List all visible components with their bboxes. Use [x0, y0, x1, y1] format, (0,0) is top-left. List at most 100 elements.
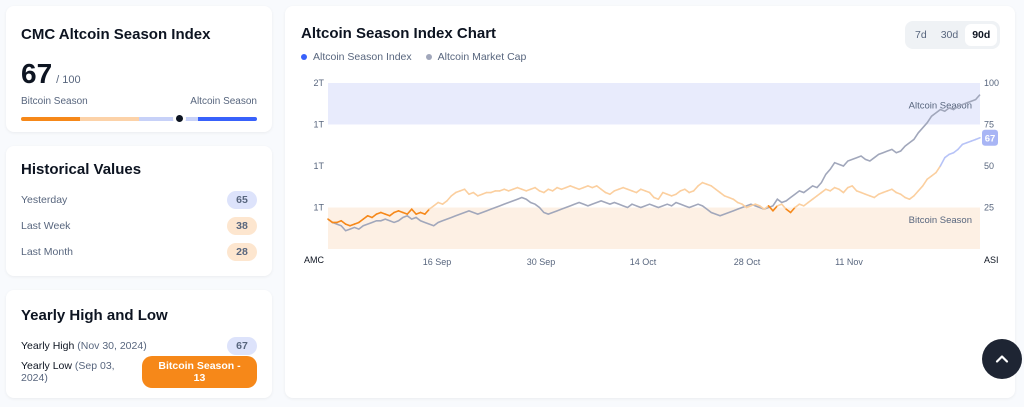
series-segment-index — [595, 185, 602, 191]
series-segment-index — [763, 205, 770, 210]
series-segment-index — [472, 191, 479, 197]
series-segment-index — [428, 205, 435, 210]
current-value-badge — [982, 129, 998, 146]
series-segment-index — [908, 195, 915, 200]
legend-label-market-cap: Altcoin Market Cap — [437, 51, 527, 63]
history-row-last-week: Last Week 38 — [21, 216, 257, 236]
bitcoin-season-label: Bitcoin Season — [21, 96, 88, 107]
series-segment-index — [534, 186, 541, 192]
scale-labels: Bitcoin Season Altcoin Season — [21, 96, 257, 107]
index-score-max: / 100 — [56, 74, 81, 86]
series-segment-index — [714, 188, 721, 194]
series-segment-index — [974, 136, 981, 141]
history-label: Yesterday — [21, 194, 68, 206]
left-axis-label: AMC — [304, 255, 325, 265]
series-segment-index — [388, 211, 395, 217]
x-axis-tick-3: 28 Oct — [734, 257, 761, 267]
series-segment-index — [917, 185, 924, 192]
series-segment-index — [873, 193, 880, 199]
series-segment-index — [926, 175, 933, 181]
series-segment-index — [551, 186, 558, 192]
series-segment-index — [446, 195, 453, 202]
right-axis-tick-0: 100 — [984, 78, 999, 88]
history-label: Last Month — [21, 246, 73, 258]
series-segment-index — [327, 218, 334, 224]
series-segment-index — [939, 156, 946, 167]
series-segment-index — [891, 188, 898, 194]
left-axis-tick-2: 1T — [313, 161, 324, 171]
yearly-low-row: Yearly Low (Sep 03, 2024) Bitcoin Season… — [21, 356, 257, 388]
chart-title: Altcoin Season Index Chart — [301, 25, 497, 42]
history-value-badge: 65 — [227, 191, 257, 209]
altcoin-season-zone — [328, 83, 980, 125]
yearly-high-low-card: Yearly High and Low Yearly High (Nov 30,… — [6, 290, 272, 398]
series-segment-index — [732, 198, 739, 204]
series-segment-index — [767, 205, 774, 212]
series-segment-index — [719, 191, 726, 197]
legend-item-index[interactable]: Altcoin Season Index — [301, 51, 412, 63]
index-chart: Altcoin Season Bitcoin Season 100 75 50 25 2T 1… — [304, 78, 999, 267]
altcoin-season-index-card: CMC Altcoin Season Index 67 / 100 Bitcoi… — [6, 6, 272, 132]
series-segment-index — [450, 191, 457, 197]
history-row-yesterday: Yesterday 65 — [21, 190, 257, 210]
season-scale-bar — [21, 117, 257, 121]
tab-7d[interactable]: 7d — [915, 29, 927, 41]
series-segment-index — [930, 171, 937, 177]
left-axis-tick-3: 1T — [313, 203, 324, 213]
altcoin-season-label: Altcoin Season — [190, 96, 257, 107]
series-line-market-cap — [327, 94, 981, 232]
yearly-high-date: (Nov 30, 2024) — [77, 340, 147, 352]
series-segment-index — [371, 213, 378, 219]
series-segment-index — [648, 191, 655, 199]
series-segment-index — [816, 191, 823, 197]
history-value-badge: 28 — [227, 243, 257, 261]
history-value-badge: 38 — [227, 217, 257, 235]
yearly-high-text: Yearly High (Nov 30, 2024) — [21, 340, 147, 352]
yearly-low-text: Yearly Low (Sep 03, 2024) — [21, 360, 142, 384]
current-value-badge-text: 67 — [985, 133, 996, 144]
historical-title: Historical Values — [21, 161, 142, 178]
right-axis-tick-3: 25 — [984, 203, 994, 213]
x-axis-tick-2: 14 Oct — [630, 257, 657, 267]
series-segment-index — [802, 201, 809, 207]
history-label: Last Week — [21, 220, 71, 232]
series-segment-index — [741, 203, 748, 209]
series-segment-index — [684, 188, 691, 194]
series-segment-index — [340, 219, 347, 225]
series-segment-index — [358, 218, 365, 224]
zone-label-bitcoin: Bitcoin Season — [909, 215, 972, 226]
scale-segment-high — [139, 117, 198, 121]
scale-segment-altcoin — [198, 117, 257, 121]
series-segment-index — [609, 190, 616, 196]
series-segment-index — [758, 205, 765, 210]
yearly-high-label: Yearly High — [21, 340, 75, 352]
right-axis-tick-2: 50 — [984, 161, 994, 171]
yearly-low-badge: Bitcoin Season - 13 — [142, 356, 257, 388]
series-segment-index — [432, 201, 439, 207]
series-segment-index — [441, 200, 448, 205]
series-segment-index — [829, 186, 836, 192]
tab-30d[interactable]: 30d — [940, 29, 959, 41]
yearly-high-row: Yearly High (Nov 30, 2024) 67 — [21, 336, 257, 356]
scroll-to-top-button[interactable] — [982, 339, 1022, 379]
right-axis-tick-1: 75 — [984, 120, 994, 130]
score-row: 67 / 100 — [21, 58, 81, 90]
series-segment-index — [635, 188, 642, 194]
series-segment-index — [410, 208, 417, 215]
yearly-low-label: Yearly Low — [21, 360, 72, 372]
series-segment-index — [362, 215, 369, 220]
scale-indicator-knob — [173, 113, 185, 124]
series-segment-index — [842, 186, 849, 194]
legend-label-index: Altcoin Season Index — [313, 51, 412, 63]
series-segment-index — [851, 185, 858, 192]
series-segment-index — [935, 165, 942, 174]
series-segment-index — [697, 181, 704, 187]
scale-segment-bitcoin — [21, 117, 80, 121]
series-segment-index — [952, 148, 959, 154]
legend-item-market-cap[interactable]: Altcoin Market Cap — [425, 51, 527, 63]
series-segment-index — [899, 193, 906, 199]
index-score: 67 — [21, 58, 53, 89]
series-segment-index — [543, 188, 550, 194]
series-segment-index — [406, 208, 413, 215]
tab-90d[interactable]: 90d — [965, 24, 998, 46]
